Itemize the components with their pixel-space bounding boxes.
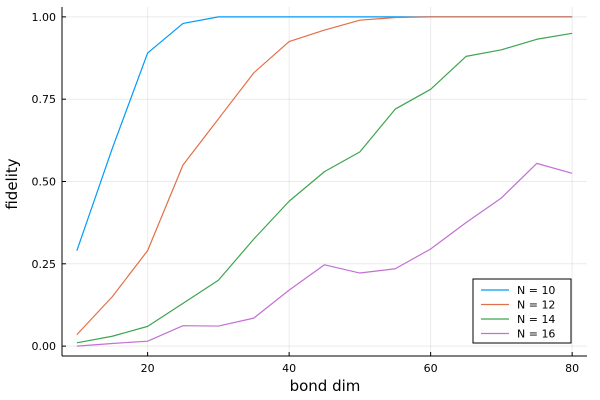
legend-label-4: N = 16 [517,328,555,341]
y-axis-title: fidelity [3,158,21,209]
axes-frame [61,7,587,357]
y-tick-label: 0.75 [32,93,57,106]
y-tick-label: 0.50 [32,176,57,189]
y-tick-label: 0.25 [32,258,57,271]
series-line-3 [76,32,573,344]
x-axis-title: bond dim [290,377,361,395]
series-line-2 [76,16,573,336]
x-tick-label: 40 [282,362,296,375]
legend-label-2: N = 12 [517,299,555,312]
y-tick-label: 1.00 [32,11,57,24]
series-line-1 [76,16,573,251]
legend: N = 10 N = 12N = 14 N = 16 [472,278,572,344]
series-lines [76,16,573,347]
series-line-4 [76,162,573,347]
legend-label-1: N = 10 [517,284,555,297]
legend-label-3: N = 14 [517,313,555,326]
tick-labels: 20 40 60 80 0.00 0.25 0.50 0.75 1.00 [32,11,580,375]
x-tick-label: 80 [565,362,579,375]
x-tick-label: 60 [424,362,438,375]
y-tick-label: 0.00 [32,340,57,353]
x-tick-label: 20 [141,362,155,375]
